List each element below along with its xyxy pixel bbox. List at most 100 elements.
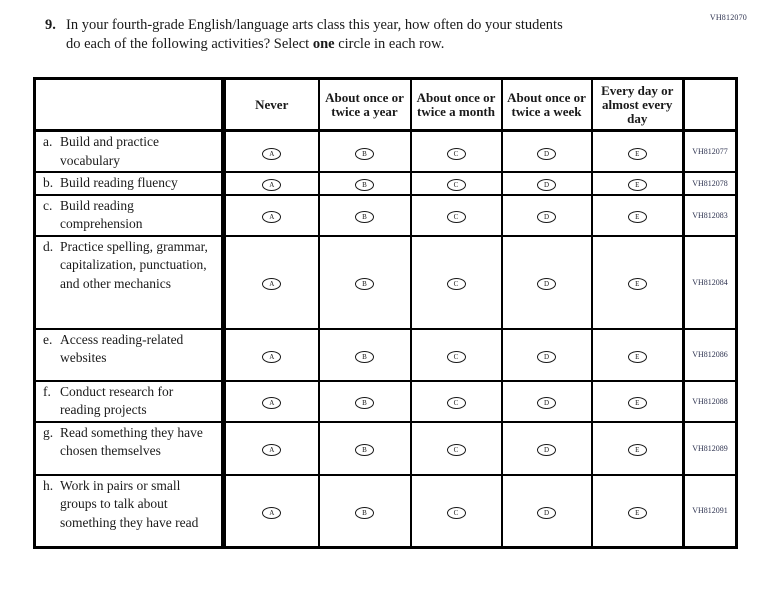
option-cell-month: C bbox=[409, 171, 503, 196]
row-code: VH812089 bbox=[682, 420, 738, 476]
option-cell-everyday: E bbox=[590, 420, 685, 476]
circle-option-b[interactable]: B bbox=[355, 278, 374, 290]
option-cell-year: B bbox=[317, 473, 412, 549]
circle-option-e[interactable]: E bbox=[627, 147, 647, 160]
circle-option-e[interactable]: E bbox=[627, 278, 647, 290]
table-row-d: d. Practice spelling, grammar, capitaliza… bbox=[33, 234, 738, 330]
option-cell-month: C bbox=[409, 473, 503, 549]
circle-option-a[interactable]: A bbox=[262, 278, 282, 290]
row-code: VH812083 bbox=[682, 193, 738, 237]
activity-label-cell: c. Build reading comprehension bbox=[33, 193, 226, 237]
table-row-g: g. Read something they have chosen themse… bbox=[33, 420, 738, 476]
option-cell-everyday: E bbox=[590, 171, 685, 196]
circle-option-d[interactable]: D bbox=[537, 179, 556, 192]
option-cell-year: B bbox=[317, 234, 412, 330]
circle-option-d[interactable]: D bbox=[537, 444, 556, 456]
circle-option-d[interactable]: D bbox=[537, 278, 556, 290]
circle-option-b[interactable]: B bbox=[355, 179, 374, 192]
row-label: Build reading comprehension bbox=[60, 197, 143, 232]
circle-option-c[interactable]: C bbox=[446, 350, 466, 363]
option-cell-month: C bbox=[409, 193, 503, 237]
circle-option-a[interactable]: A bbox=[262, 506, 282, 519]
question-form-code: VH812070 bbox=[709, 13, 747, 22]
option-cell-everyday: E bbox=[590, 327, 685, 382]
header-row: Never About once or twice a year About o… bbox=[33, 77, 738, 132]
circle-option-c[interactable]: C bbox=[446, 211, 466, 223]
option-cell-everyday: E bbox=[590, 234, 685, 330]
option-cell-week: D bbox=[500, 420, 593, 476]
row-letter: h. bbox=[43, 477, 54, 493]
circle-option-c[interactable]: C bbox=[446, 397, 466, 409]
circle-option-a[interactable]: A bbox=[262, 179, 282, 192]
circle-option-d[interactable]: D bbox=[537, 147, 556, 160]
circle-option-d[interactable]: D bbox=[537, 350, 556, 363]
option-cell-never: A bbox=[222, 327, 320, 382]
circle-option-a[interactable]: A bbox=[262, 147, 282, 160]
circle-option-d[interactable]: D bbox=[537, 397, 556, 409]
row-code: VH812086 bbox=[682, 327, 738, 382]
question-line-1: In your fourth-grade English/language ar… bbox=[66, 17, 563, 33]
circle-option-b[interactable]: B bbox=[355, 506, 374, 519]
circle-option-b[interactable]: B bbox=[355, 147, 374, 160]
option-cell-year: B bbox=[317, 379, 412, 423]
circle-option-b[interactable]: B bbox=[355, 444, 374, 456]
option-cell-never: A bbox=[222, 473, 320, 549]
option-cell-never: A bbox=[222, 171, 320, 196]
row-label: Work in pairs or small groups to talk ab… bbox=[60, 477, 199, 530]
table-row-a: a. Build and practice vocabulary A B C D … bbox=[33, 129, 738, 173]
activity-label-cell: g. Read something they have chosen themse… bbox=[33, 420, 226, 476]
question-text: In your fourth-grade English/language ar… bbox=[66, 16, 563, 54]
circle-option-c[interactable]: C bbox=[446, 179, 466, 192]
header-code-blank bbox=[682, 77, 738, 132]
row-label: Build and practice vocabulary bbox=[60, 134, 159, 168]
circle-option-c[interactable]: C bbox=[446, 278, 466, 290]
circle-option-a[interactable]: A bbox=[262, 350, 282, 363]
header-once-twice-year: About once or twice a year bbox=[317, 77, 412, 132]
circle-option-a[interactable]: A bbox=[262, 397, 282, 409]
option-cell-year: B bbox=[317, 327, 412, 382]
circle-option-a[interactable]: A bbox=[262, 211, 282, 223]
option-cell-week: D bbox=[500, 171, 593, 196]
option-cell-month: C bbox=[409, 234, 503, 330]
option-cell-never: A bbox=[222, 379, 320, 423]
question-number: 9. bbox=[45, 17, 56, 33]
circle-option-c[interactable]: C bbox=[446, 147, 466, 160]
option-cell-week: D bbox=[500, 473, 593, 549]
circle-option-e[interactable]: E bbox=[627, 506, 647, 519]
table-row-c: c. Build reading comprehension A B C D E … bbox=[33, 193, 738, 237]
header-once-twice-month: About once or twice a month bbox=[409, 77, 503, 132]
circle-option-d[interactable]: D bbox=[537, 211, 556, 223]
circle-option-e[interactable]: E bbox=[627, 444, 647, 456]
circle-option-b[interactable]: B bbox=[355, 211, 374, 223]
circle-option-e[interactable]: E bbox=[627, 397, 647, 409]
circle-option-c[interactable]: C bbox=[446, 506, 466, 519]
row-label: Practice spelling, grammar, capitalizati… bbox=[60, 238, 208, 291]
circle-option-a[interactable]: A bbox=[262, 444, 282, 456]
activity-label-cell: f. Conduct research for reading projects bbox=[33, 379, 226, 423]
option-cell-year: B bbox=[317, 171, 412, 196]
table-row-f: f. Conduct research for reading projects … bbox=[33, 379, 738, 423]
activity-label-cell: b. Build reading fluency bbox=[33, 171, 226, 196]
option-cell-never: A bbox=[222, 193, 320, 237]
option-cell-month: C bbox=[409, 327, 503, 382]
question-block: 9. In your fourth-grade English/language… bbox=[45, 16, 695, 54]
activity-label-cell: e. Access reading-related websites bbox=[33, 327, 226, 382]
header-once-twice-week: About once or twice a week bbox=[500, 77, 593, 132]
row-label: Conduct research for reading projects bbox=[60, 383, 174, 418]
circle-option-c[interactable]: C bbox=[446, 444, 466, 456]
option-cell-month: C bbox=[409, 379, 503, 423]
option-cell-everyday: E bbox=[590, 129, 685, 173]
circle-option-d[interactable]: D bbox=[537, 506, 556, 519]
row-code: VH812088 bbox=[682, 379, 738, 423]
table-row-h: h. Work in pairs or small groups to talk … bbox=[33, 473, 738, 549]
circle-option-e[interactable]: E bbox=[627, 179, 647, 192]
circle-option-e[interactable]: E bbox=[627, 350, 647, 363]
circle-option-b[interactable]: B bbox=[355, 397, 374, 409]
response-grid: Never About once or twice a year About o… bbox=[33, 77, 738, 549]
circle-option-e[interactable]: E bbox=[627, 211, 647, 223]
circle-option-b[interactable]: B bbox=[355, 350, 374, 363]
row-label: Read something they have chosen themselv… bbox=[60, 424, 203, 459]
option-cell-month: C bbox=[409, 129, 503, 173]
row-letter: g. bbox=[43, 424, 54, 440]
